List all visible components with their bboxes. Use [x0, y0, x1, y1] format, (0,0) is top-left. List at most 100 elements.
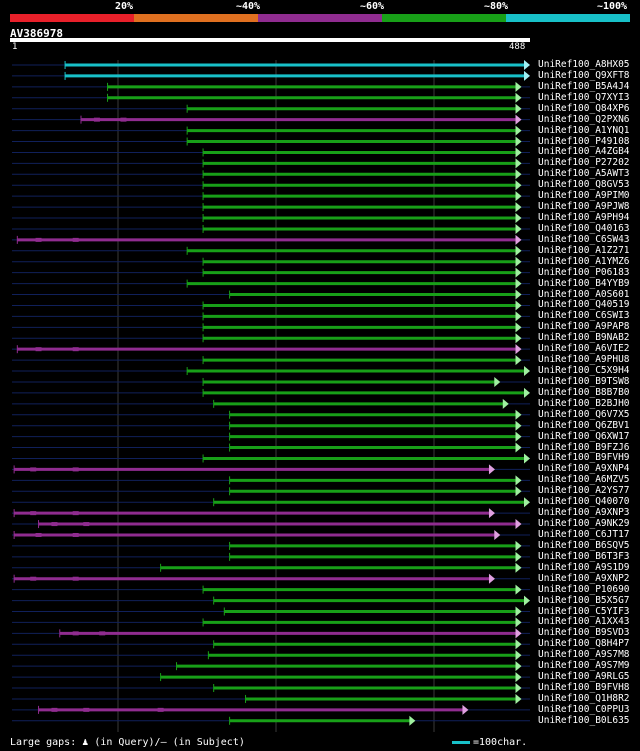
hit-label[interactable]: UniRef100_B6SQV5: [538, 539, 630, 551]
hit-label[interactable]: UniRef100_P10690: [538, 583, 630, 595]
hit-arrow-icon: [515, 278, 522, 289]
hit-label[interactable]: UniRef100_B5X5G7: [538, 594, 630, 606]
hit-label[interactable]: UniRef100_P49108: [538, 135, 630, 147]
hit-arrow-icon: [515, 158, 522, 169]
hit-label[interactable]: UniRef100_A6MZV5: [538, 474, 630, 486]
hit-label[interactable]: UniRef100_A9PIM0: [538, 190, 630, 202]
hit-label[interactable]: UniRef100_A9PAP8: [538, 321, 630, 333]
hit-label[interactable]: UniRef100_A8HX05: [538, 59, 630, 70]
gap-legend-label: Large gaps:: [10, 737, 77, 748]
gap-mark: [35, 237, 42, 242]
hit-arrow-icon: [515, 300, 522, 311]
hit-label[interactable]: UniRef100_A9PJW8: [538, 201, 630, 213]
hit-label[interactable]: UniRef100_Q6XW17: [538, 430, 630, 442]
gap-mark: [72, 576, 79, 581]
hit-label[interactable]: UniRef100_Q40163: [538, 222, 630, 234]
hit-arrow-icon: [488, 464, 495, 475]
hit-label[interactable]: UniRef100_A2YS77: [538, 485, 630, 497]
hit-label[interactable]: UniRef100_Q7XYI3: [538, 91, 630, 103]
hit-label[interactable]: UniRef100_C6SWI3: [538, 310, 630, 322]
hit-label[interactable]: UniRef100_A6VIE2: [538, 343, 630, 355]
hit-label[interactable]: UniRef100_A1XX43: [538, 616, 630, 628]
hit-label[interactable]: UniRef100_Q6ZBV1: [538, 419, 630, 431]
hit-label[interactable]: UniRef100_Q84XP6: [538, 102, 630, 114]
legend-label: ~60%: [359, 1, 385, 12]
hit-label[interactable]: UniRef100_Q6V7X5: [538, 408, 630, 420]
hit-label[interactable]: UniRef100_A1Z271: [538, 244, 630, 256]
hit-label[interactable]: UniRef100_B9FZJ6: [538, 441, 630, 453]
hit-label[interactable]: UniRef100_B0L635: [538, 714, 630, 726]
hit-label[interactable]: UniRef100_A1YNQ1: [538, 124, 630, 136]
hit-label[interactable]: UniRef100_B6T3F3: [538, 550, 630, 562]
hit-label[interactable]: UniRef100_B2BJH0: [538, 397, 630, 409]
hit-arrow-icon: [515, 693, 522, 704]
hit-label[interactable]: UniRef100_A9S7M8: [538, 649, 630, 661]
hit-arrow-icon: [515, 672, 522, 683]
hit-label[interactable]: UniRef100_B9TSW8: [538, 375, 630, 387]
hit-arrow-icon: [515, 420, 522, 431]
gap-mark: [120, 117, 127, 122]
hit-arrow-icon: [515, 431, 522, 442]
hit-label[interactable]: UniRef100_C5X9H4: [538, 365, 630, 377]
hit-label[interactable]: UniRef100_B9FVH8: [538, 682, 630, 693]
hit-label[interactable]: UniRef100_B9NAB2: [538, 332, 630, 344]
query-ruler: [10, 38, 530, 42]
hit-arrow-icon: [515, 289, 522, 300]
hit-arrow-icon: [515, 311, 522, 322]
hit-label[interactable]: UniRef100_A9XNP3: [538, 507, 630, 519]
hit-label[interactable]: UniRef100_B5A4J4: [538, 80, 630, 92]
hit-arrow-icon: [488, 508, 495, 519]
legend-label: ~100%: [596, 1, 628, 12]
hit-label[interactable]: UniRef100_B9FVH9: [538, 452, 630, 464]
legend-segment: [134, 14, 258, 22]
gap-mark: [35, 347, 42, 352]
hit-label[interactable]: UniRef100_A9XNP4: [538, 463, 630, 475]
hit-label[interactable]: UniRef100_P27202: [538, 157, 630, 169]
hit-label[interactable]: UniRef100_C6JT17: [538, 528, 630, 540]
hit-arrow-icon: [494, 376, 501, 387]
query-end-tick: 488: [509, 42, 526, 52]
gap-mark: [83, 707, 90, 712]
gap-mark: [51, 707, 58, 712]
hit-label[interactable]: UniRef100_A5AWT3: [538, 168, 630, 180]
hit-arrow-icon: [524, 453, 530, 464]
hit-label[interactable]: UniRef100_C6SW43: [538, 233, 630, 245]
query-start-tick: 1: [12, 42, 18, 52]
hit-label[interactable]: UniRef100_C5YIF3: [538, 605, 630, 617]
hit-label[interactable]: UniRef100_B8B7B0: [538, 386, 630, 398]
hit-label[interactable]: UniRef100_A9PH94: [538, 212, 630, 224]
hit-arrow-icon: [409, 715, 416, 726]
hit-label[interactable]: UniRef100_A1YMZ6: [538, 255, 630, 267]
scale-legend: =100char.: [452, 737, 527, 748]
hit-label[interactable]: UniRef100_A9PHU8: [538, 354, 630, 366]
hit-arrow-icon: [515, 344, 522, 355]
hit-label[interactable]: UniRef100_A9RLG5: [538, 671, 630, 683]
hit-arrow-icon: [515, 475, 522, 486]
hit-label[interactable]: UniRef100_A9S1D9: [538, 561, 630, 573]
gap-mark: [93, 117, 100, 122]
hit-label[interactable]: UniRef100_Q9XFT8: [538, 69, 630, 81]
hit-label[interactable]: UniRef100_B4YYB9: [538, 277, 630, 289]
hit-label[interactable]: UniRef100_Q40070: [538, 496, 630, 508]
hit-arrow-icon: [515, 628, 522, 639]
hit-label[interactable]: UniRef100_Q2PXN6: [538, 113, 630, 125]
hit-label[interactable]: UniRef100_Q8GV53: [538, 179, 630, 191]
hit-label[interactable]: UniRef100_Q8H4P7: [538, 638, 630, 650]
hit-label[interactable]: UniRef100_Q1H8R2: [538, 692, 630, 704]
hit-arrow-icon: [502, 398, 509, 409]
hit-arrow-icon: [515, 683, 522, 694]
hit-label[interactable]: UniRef100_A9XNP2: [538, 572, 630, 584]
hit-label[interactable]: UniRef100_Q40519: [538, 299, 630, 311]
hit-arrow-icon: [515, 442, 522, 453]
hit-label[interactable]: UniRef100_P06183: [538, 266, 630, 278]
hit-label[interactable]: UniRef100_A9NK29: [538, 518, 630, 530]
gap-legend: Large gaps: ♟ (in Query)/– (in Subject): [10, 737, 245, 748]
hit-label[interactable]: UniRef100_C0PPU3: [538, 703, 630, 715]
hit-label[interactable]: UniRef100_A4ZGB4: [538, 146, 630, 158]
hit-label[interactable]: UniRef100_A0S601: [538, 288, 630, 300]
hit-label[interactable]: UniRef100_B9SVD3: [538, 627, 630, 639]
hit-label[interactable]: UniRef100_A9S7M9: [538, 660, 630, 672]
hit-arrow-icon: [515, 245, 522, 256]
hit-arrow-icon: [515, 322, 522, 333]
